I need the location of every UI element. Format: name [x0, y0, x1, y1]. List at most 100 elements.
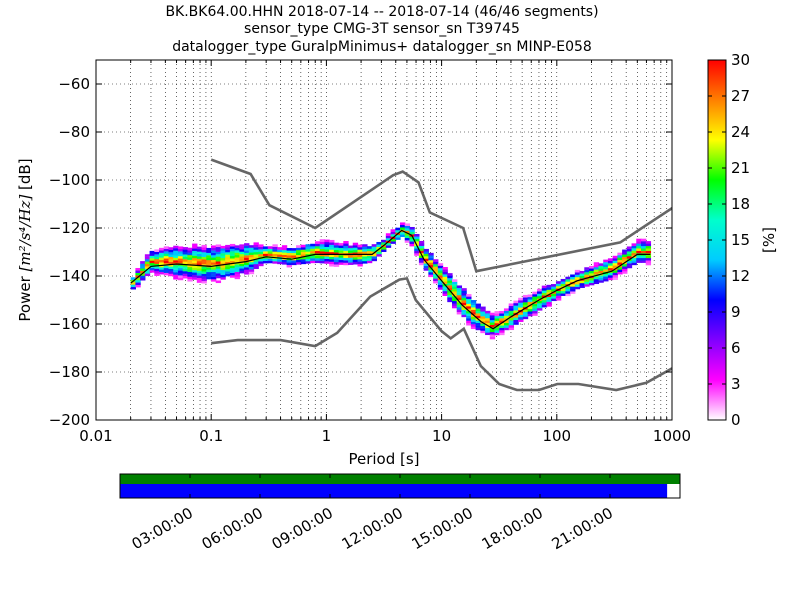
heatmap-cell: [225, 256, 231, 260]
heatmap-cell: [187, 269, 193, 272]
heatmap-cell: [442, 276, 448, 280]
heatmap-cell: [357, 254, 363, 257]
heatmap-cell: [362, 249, 368, 252]
heatmap-cell: [177, 251, 184, 254]
heatmap-cell: [192, 267, 198, 271]
heatmap-cell: [376, 246, 382, 250]
heatmap-cell: [305, 244, 311, 247]
heatmap-cell: [291, 260, 297, 263]
colorbar-tick-label: 3: [731, 375, 741, 393]
heatmap-cell: [645, 260, 652, 263]
heatmap-cell: [324, 251, 330, 255]
heatmap-cell: [537, 303, 543, 306]
heatmap-cell: [570, 288, 576, 292]
heatmap-cell: [579, 280, 585, 284]
heatmap-cell: [187, 276, 193, 280]
heatmap-cell: [329, 254, 335, 257]
colorbar-gradient: [708, 60, 726, 420]
heatmap-cell: [607, 267, 614, 271]
heatmap-cell: [494, 327, 500, 331]
heatmap-cell: [211, 257, 217, 261]
heatmap-cell: [574, 284, 581, 287]
heatmap-cell: [196, 277, 203, 281]
heatmap-cell: [437, 284, 444, 288]
heatmap-cell: [182, 273, 188, 277]
heatmap-cell: [192, 269, 198, 273]
heatmap-cell: [192, 248, 198, 251]
heatmap-cell: [229, 272, 236, 276]
heatmap-cell: [551, 298, 557, 302]
heatmap-cell: [541, 290, 548, 294]
heatmap-cell: [338, 243, 344, 246]
heatmap-cell: [522, 309, 529, 312]
heatmap-cell: [598, 265, 604, 269]
heatmap-cell: [428, 252, 434, 256]
heatmap-cell: [404, 223, 411, 227]
heatmap-cell: [201, 247, 207, 250]
heatmap-cell: [598, 270, 604, 274]
heatmap-cell: [300, 261, 307, 265]
heatmap-cell: [192, 243, 198, 247]
heatmap-cell: [428, 264, 434, 268]
heatmap-cell: [518, 316, 524, 320]
heatmap-cell: [324, 249, 330, 252]
heatmap-cell: [234, 254, 240, 258]
heatmap-cell: [617, 262, 623, 265]
heatmap-cell: [640, 248, 647, 251]
heatmap-cell: [409, 241, 415, 244]
heatmap-cell: [234, 264, 240, 268]
heatmap-cell: [480, 325, 486, 329]
heatmap-cell: [532, 294, 538, 297]
heatmap-cell: [466, 322, 472, 326]
heatmap-cell: [418, 260, 425, 263]
heatmap-cell: [376, 253, 382, 257]
heatmap-cell: [258, 261, 264, 264]
heatmap-cell: [451, 305, 458, 309]
heatmap-cell: [503, 310, 510, 314]
psd-heatmap: [130, 222, 652, 340]
heatmap-cell: [451, 279, 458, 282]
heatmap-cell: [333, 242, 340, 246]
heatmap-cell: [442, 278, 448, 282]
heatmap-cell: [168, 268, 174, 272]
heatmap-cell: [154, 263, 160, 267]
heatmap-cell: [239, 263, 245, 267]
heatmap-cell: [159, 271, 165, 275]
heatmap-cell: [196, 263, 203, 267]
heatmap-cell: [593, 281, 600, 285]
heatmap-cell: [385, 242, 392, 246]
heatmap-cell: [640, 243, 647, 247]
y-axis-label: Power [m²/s⁴/Hz] [dB]: [16, 158, 34, 321]
heatmap-cell: [499, 318, 505, 321]
heatmap-cell: [362, 258, 368, 262]
heatmap-cell: [154, 261, 160, 264]
heatmap-cell: [371, 258, 377, 262]
heatmap-cell: [177, 246, 184, 250]
heatmap-cell: [244, 255, 250, 258]
heatmap-cell: [182, 251, 188, 255]
heatmap-cell: [503, 325, 510, 328]
heatmap-cell: [494, 315, 500, 319]
heatmap-cell: [173, 267, 179, 270]
heatmap-cell: [206, 257, 212, 261]
heatmap-cell: [579, 273, 585, 276]
heatmap-cell: [400, 224, 406, 228]
heatmap-cell: [135, 279, 141, 283]
heatmap-cell: [555, 293, 562, 296]
heatmap-cell: [206, 255, 212, 258]
heatmap-cell: [565, 291, 571, 294]
heatmap-cell: [215, 246, 222, 250]
heatmap-cell: [589, 282, 595, 286]
heatmap-cell: [177, 275, 184, 278]
heatmap-cell: [348, 255, 354, 258]
heatmap-cell: [324, 258, 330, 262]
heatmap-cell: [527, 306, 533, 310]
heatmap-cell: [527, 301, 533, 305]
heatmap-cell: [215, 261, 222, 264]
heatmap-cell: [503, 313, 510, 316]
heatmap-cell: [371, 244, 377, 247]
heatmap-cell: [248, 264, 255, 267]
heatmap-cell: [333, 252, 340, 255]
heatmap-cell: [447, 280, 453, 283]
heatmap-cell: [598, 268, 604, 271]
